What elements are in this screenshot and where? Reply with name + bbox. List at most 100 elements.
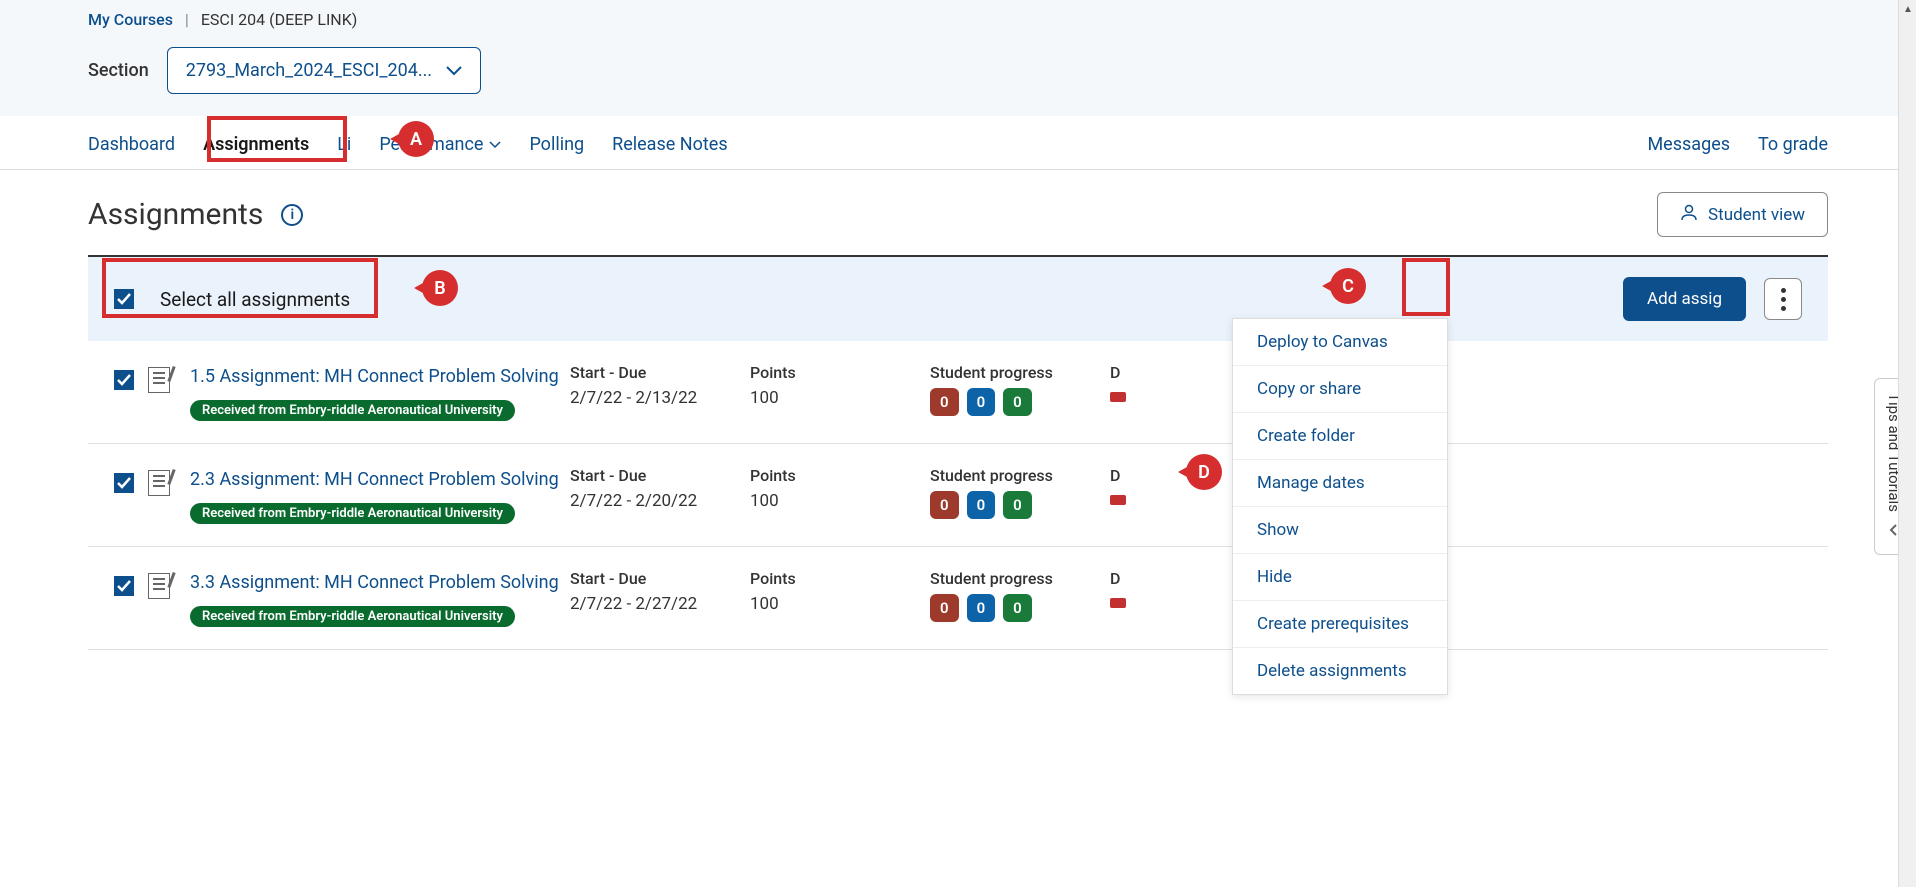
row-check-icon (114, 569, 170, 599)
assignment-row: 3.3 Assignment: MH Connect Problem Solvi… (88, 547, 1828, 650)
progress-badges: 0 0 0 (930, 594, 1110, 622)
main-area: Select all assignments Add assig 1.5 Ass… (88, 255, 1828, 650)
points-value: 100 (750, 388, 930, 408)
menu-create-folder[interactable]: Create folder (1233, 413, 1447, 460)
select-all-checkbox[interactable] (114, 289, 134, 309)
points-column: Points 100 (750, 569, 930, 614)
assignment-actions-menu-button[interactable] (1764, 278, 1802, 320)
page-title-row: Assignments i Student view (0, 170, 1916, 255)
menu-hide[interactable]: Hide (1233, 554, 1447, 601)
annotation-callout-b: B (422, 270, 458, 306)
annotation-callout-d: D (1186, 454, 1222, 490)
date-column: Start - Due 2/7/22 - 2/20/22 (570, 466, 750, 511)
nav-right: Messages To grade (1647, 134, 1828, 155)
menu-copy-or-share[interactable]: Copy or share (1233, 366, 1447, 413)
breadcrumb-home-link[interactable]: My Courses (88, 10, 173, 29)
progress-badge-blue[interactable]: 0 (967, 594, 996, 622)
date-value: 2/7/22 - 2/13/22 (570, 388, 750, 408)
tab-dashboard[interactable]: Dashboard (88, 134, 175, 155)
tab-release-notes[interactable]: Release Notes (612, 134, 727, 155)
date-label: Start - Due (570, 569, 750, 588)
points-column: Points 100 (750, 363, 930, 408)
tab-library[interactable]: Li (337, 134, 351, 155)
row-check-icon (114, 363, 170, 393)
progress-label: Student progress (930, 569, 1110, 588)
assignment-title-link[interactable]: 2.3 Assignment: MH Connect Problem Solvi… (190, 466, 570, 493)
points-value: 100 (750, 594, 930, 614)
progress-badge-red[interactable]: 0 (930, 491, 959, 519)
row-check-icon (114, 466, 170, 496)
menu-manage-dates[interactable]: Manage dates (1233, 460, 1447, 507)
section-label: Section (88, 60, 149, 81)
progress-column: Student progress 0 0 0 (930, 466, 1110, 519)
progress-badge-green[interactable]: 0 (1003, 388, 1032, 416)
date-column: Start - Due 2/7/22 - 2/13/22 (570, 363, 750, 408)
deploy-label: D (1110, 466, 1140, 485)
section-dropdown[interactable]: 2793_March_2024_ESCI_204... (167, 47, 481, 94)
page-title: Assignments i (88, 197, 303, 232)
date-column: Start - Due 2/7/22 - 2/27/22 (570, 569, 750, 614)
menu-show[interactable]: Show (1233, 507, 1447, 554)
deploy-column: D (1110, 363, 1140, 402)
deploy-column: D (1110, 466, 1140, 505)
deploy-status-indicator (1110, 495, 1126, 505)
select-all-label: Select all assignments (160, 288, 350, 311)
deploy-label: D (1110, 569, 1140, 588)
progress-badge-red[interactable]: 0 (930, 388, 959, 416)
progress-column: Student progress 0 0 0 (930, 569, 1110, 622)
breadcrumb: My Courses | ESCI 204 (DEEP LINK) (88, 10, 1828, 47)
date-value: 2/7/22 - 2/20/22 (570, 491, 750, 511)
deploy-label: D (1110, 363, 1140, 382)
tab-polling[interactable]: Polling (529, 134, 584, 155)
received-badge: Received from Embry-riddle Aeronautical … (190, 503, 515, 524)
nav-to-grade[interactable]: To grade (1758, 134, 1828, 155)
row-checkbox[interactable] (114, 370, 134, 390)
document-icon (148, 470, 170, 496)
progress-badges: 0 0 0 (930, 491, 1110, 519)
nav-messages[interactable]: Messages (1647, 134, 1730, 155)
info-icon[interactable]: i (281, 204, 303, 226)
assignment-title-link[interactable]: 1.5 Assignment: MH Connect Problem Solvi… (190, 363, 570, 390)
annotation-callout-c: C (1330, 268, 1366, 304)
deploy-status-indicator (1110, 392, 1126, 402)
student-view-button[interactable]: Student view (1657, 192, 1828, 237)
person-icon (1680, 203, 1698, 226)
nav-bar: Dashboard Assignments Li Performance Pol… (0, 116, 1916, 170)
progress-badge-blue[interactable]: 0 (967, 388, 996, 416)
received-badge: Received from Embry-riddle Aeronautical … (190, 400, 515, 421)
date-label: Start - Due (570, 466, 750, 485)
progress-column: Student progress 0 0 0 (930, 363, 1110, 416)
points-label: Points (750, 569, 930, 588)
document-icon (148, 367, 170, 393)
annotation-callout-a: A (398, 121, 434, 157)
scrollbar-up-arrow[interactable]: ▲ (1899, 0, 1916, 18)
menu-deploy-to-canvas[interactable]: Deploy to Canvas (1233, 319, 1447, 366)
menu-create-prerequisites[interactable]: Create prerequisites (1233, 601, 1447, 648)
points-column: Points 100 (750, 466, 930, 511)
progress-badge-blue[interactable]: 0 (967, 491, 996, 519)
assignment-title-col: 1.5 Assignment: MH Connect Problem Solvi… (190, 363, 570, 421)
menu-delete-assignments[interactable]: Delete assignments (1233, 648, 1447, 694)
assignment-title-link[interactable]: 3.3 Assignment: MH Connect Problem Solvi… (190, 569, 570, 596)
page-title-text: Assignments (88, 197, 263, 232)
assignment-title-col: 3.3 Assignment: MH Connect Problem Solvi… (190, 569, 570, 627)
progress-badge-red[interactable]: 0 (930, 594, 959, 622)
progress-label: Student progress (930, 363, 1110, 382)
date-label: Start - Due (570, 363, 750, 382)
chevron-down-icon (489, 141, 501, 149)
points-value: 100 (750, 491, 930, 511)
points-label: Points (750, 363, 930, 382)
points-label: Points (750, 466, 930, 485)
row-checkbox[interactable] (114, 576, 134, 596)
progress-badge-green[interactable]: 0 (1003, 491, 1032, 519)
breadcrumb-current: ESCI 204 (DEEP LINK) (201, 10, 358, 29)
chevron-down-icon (446, 66, 462, 76)
progress-badge-green[interactable]: 0 (1003, 594, 1032, 622)
add-assignment-button[interactable]: Add assig (1623, 277, 1746, 321)
row-checkbox[interactable] (114, 473, 134, 493)
top-header: My Courses | ESCI 204 (DEEP LINK) Sectio… (0, 0, 1916, 116)
kebab-icon (1781, 288, 1786, 311)
scrollbar[interactable]: ▲ (1898, 0, 1916, 887)
tab-assignments[interactable]: Assignments (203, 134, 309, 155)
assignment-row: 2.3 Assignment: MH Connect Problem Solvi… (88, 444, 1828, 547)
